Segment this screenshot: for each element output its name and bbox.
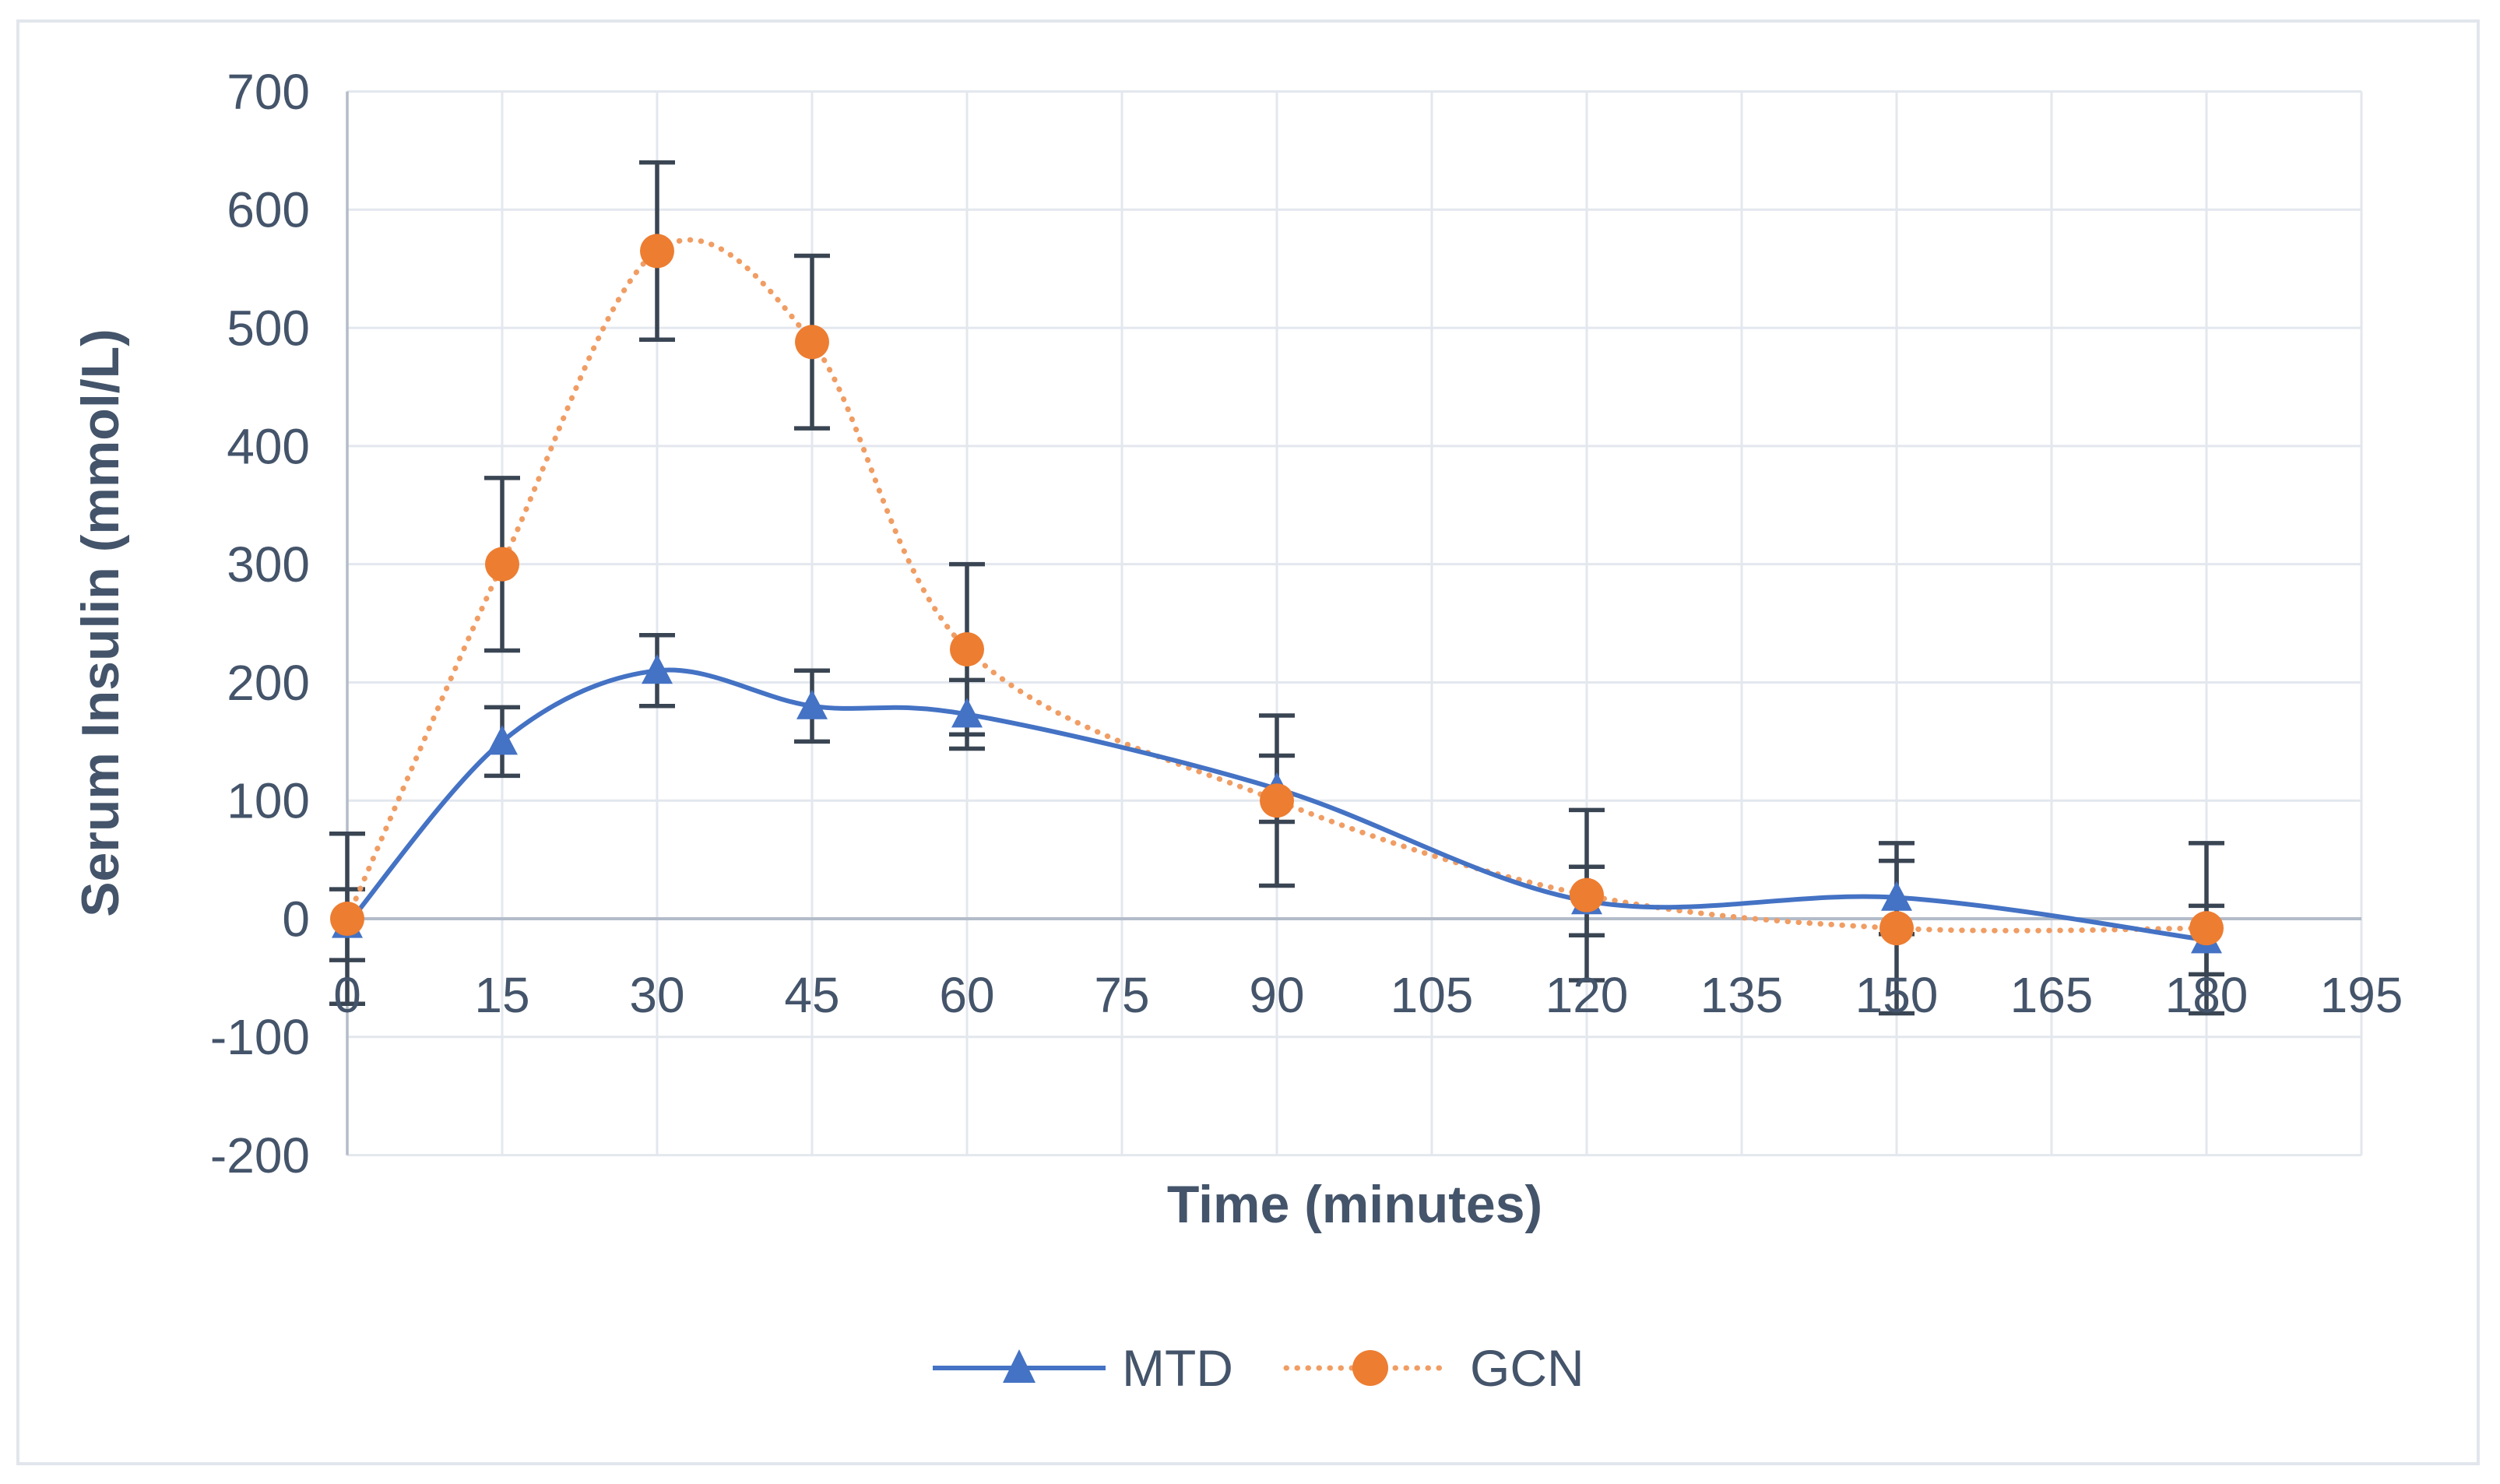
y-tick-label: 300 [227,536,310,593]
x-tick-label: 105 [1391,967,1474,1023]
marker-circle-gcn [330,902,364,937]
x-tick-label: 15 [474,967,529,1023]
gridlines [346,90,2363,1157]
marker-circle-gcn [1879,911,1914,946]
x-tick-label: 120 [1545,967,1629,1023]
marker-circle-gcn [2189,911,2224,946]
x-tick-label: 165 [2010,967,2094,1023]
marker-circle-gcn [1570,877,1604,913]
x-tick-label: 150 [1855,967,1939,1023]
y-tick-label: 200 [227,655,310,711]
x-tick-label: 135 [1700,967,1784,1023]
x-tick-label: 180 [2165,967,2249,1023]
y-tick-label: 500 [227,300,310,356]
chart-border [16,19,2480,1465]
y-tick-label: -100 [210,1009,310,1065]
x-axis-title: Time (minutes) [1167,1175,1542,1234]
gcn-circle-icon [1352,1350,1388,1386]
legend: MTD GCN [933,1339,1584,1397]
mtd-triangle-icon [1003,1349,1036,1383]
series-lines [344,237,2210,943]
y-axis-title: Serum Insulin (mmol/L) [71,329,130,917]
legend-item-mtd: MTD [933,1339,1233,1397]
marker-circle-gcn [640,234,674,269]
marker-circle-gcn [795,325,829,360]
tick-labels: 700 600 500 400 300 200 100 0 -100 -200 0 15 30 45 60 7… [210,64,2403,1183]
legend-item-gcn: GCN [1283,1339,1584,1397]
x-tick-label: 30 [629,967,684,1023]
y-tick-label: 0 [282,891,310,947]
marker-triangle-mtd [951,698,983,728]
legend-label-gcn: GCN [1470,1339,1584,1397]
x-tick-label: 45 [784,967,839,1023]
y-tick-label: -200 [210,1127,310,1183]
y-tick-label: 700 [227,64,310,120]
y-tick-label: 100 [227,773,310,829]
marker-triangle-mtd [642,654,673,684]
marker-circle-gcn [950,631,984,666]
y-tick-label: 600 [227,182,310,238]
x-tick-label: 60 [939,967,994,1023]
x-tick-label: 90 [1249,967,1304,1023]
marker-triangle-mtd [1881,881,1912,911]
y-tick-label: 400 [227,418,310,474]
marker-triangle-mtd [796,689,828,719]
marker-circle-gcn [1260,783,1294,818]
series-line-mtd [345,667,2207,943]
marker-circle-gcn [485,547,519,582]
series-markers [330,234,2224,954]
legend-label-mtd: MTD [1122,1339,1233,1397]
marker-triangle-mtd [487,725,518,755]
x-tick-label: 195 [2320,967,2403,1023]
x-tick-label: 0 [333,967,361,1023]
x-tick-label: 75 [1094,967,1149,1023]
